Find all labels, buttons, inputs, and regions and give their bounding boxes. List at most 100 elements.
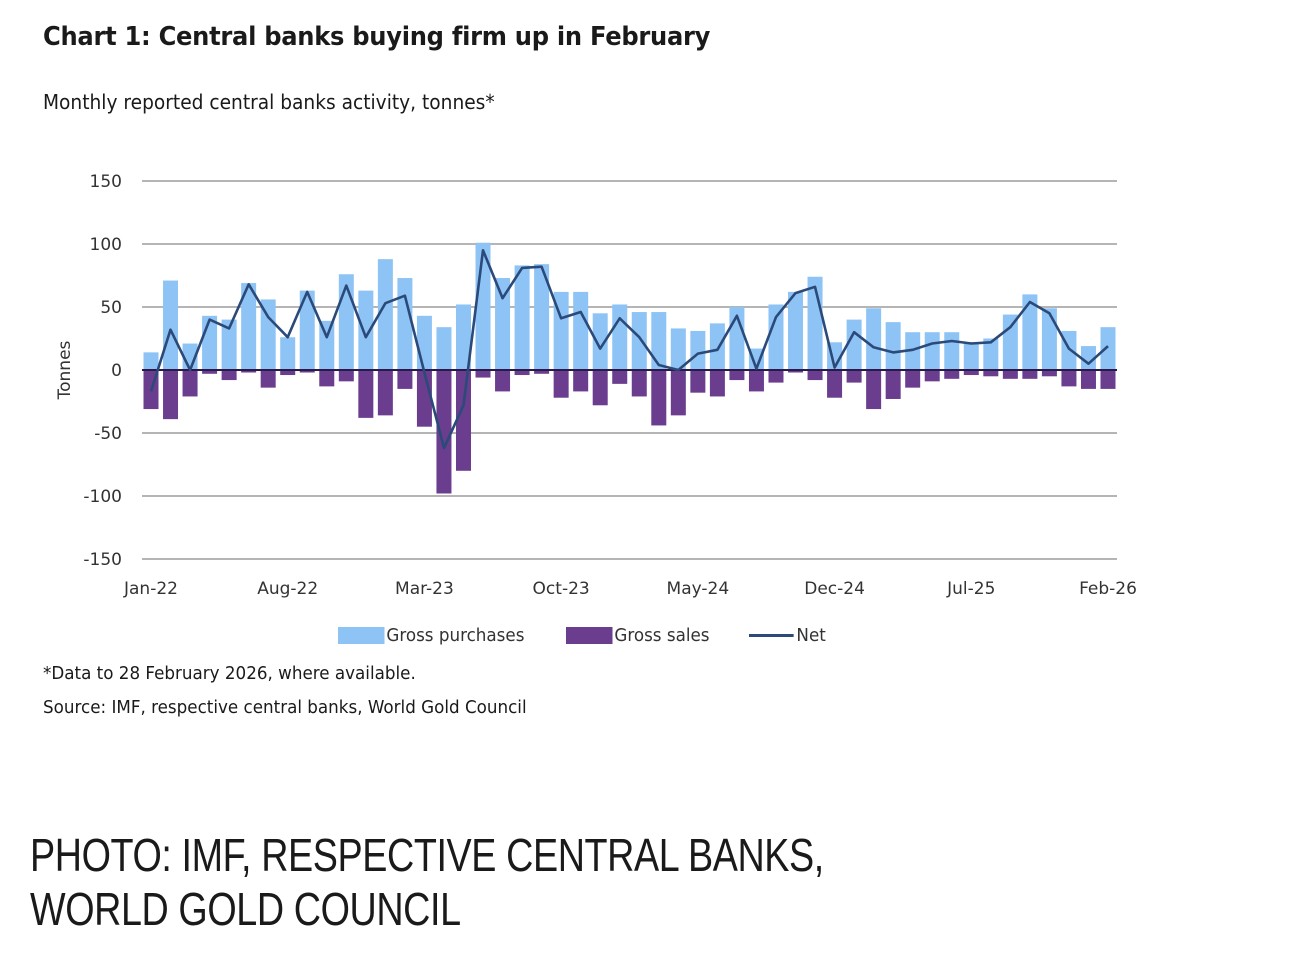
legend-label-gross-purchases: Gross purchases: [386, 624, 525, 646]
gross-sales-bar: [748, 370, 764, 392]
gross-sales-bar: [729, 370, 745, 381]
gross-sales-bar: [280, 370, 296, 376]
gross-purchases-bar: [280, 337, 296, 370]
gross-purchases-bar: [358, 290, 374, 370]
gross-purchases-bar: [690, 330, 706, 370]
gross-purchases-bar: [1080, 346, 1096, 370]
gross-purchases-bar: [202, 315, 218, 370]
gross-purchases-bar: [377, 259, 393, 370]
gross-purchases-bar: [612, 304, 628, 370]
gross-sales-bar: [377, 370, 393, 416]
gross-purchases-bar: [592, 313, 608, 370]
gross-sales-bar: [163, 370, 179, 420]
chart-title: Chart 1: Central banks buying firm up in…: [43, 22, 711, 52]
gross-purchases-bar: [788, 291, 804, 370]
y-tick-label: 150: [90, 172, 122, 192]
x-tick-label: Feb-26: [1079, 579, 1137, 599]
gross-purchases-bar: [319, 320, 335, 370]
gross-purchases-bar: [299, 290, 315, 370]
gross-sales-bar: [1080, 370, 1096, 389]
y-axis-ticks: 150 100 50 0 -50 -100 -150: [83, 172, 122, 570]
x-tick-label: May-24: [667, 579, 730, 599]
y-tick-label: 50: [100, 298, 122, 318]
gross-purchases-bars: [143, 242, 1116, 370]
gross-purchases-bar: [983, 338, 999, 370]
gross-purchases-bar: [573, 291, 589, 370]
x-tick-label: Dec-24: [804, 579, 865, 599]
gross-purchases-bar: [709, 323, 725, 370]
gross-sales-bar: [866, 370, 882, 410]
net-line: [149, 249, 1109, 450]
gross-sales-bar: [397, 370, 413, 389]
gross-purchases-bar: [1002, 314, 1018, 370]
legend-item-gross-sales: Gross sales: [566, 625, 710, 646]
gross-sales-bar: [573, 370, 589, 392]
gross-sales-bar: [475, 370, 491, 378]
gross-sales-bar: [202, 370, 218, 374]
gross-purchases-bar: [651, 312, 667, 370]
gross-purchases-bar: [143, 352, 159, 370]
gross-sales-bar: [514, 370, 530, 376]
gross-purchases-bar: [944, 332, 960, 370]
photo-credit: PHOTO: IMF, RESPECTIVE CENTRAL BANKS, WO…: [30, 829, 824, 935]
gross-sales-bar: [690, 370, 706, 393]
gross-purchases-bar: [534, 264, 550, 370]
y-axis-label: Tonnes: [55, 340, 75, 400]
gross-sales-bar: [709, 370, 725, 397]
gross-purchases-bar: [963, 342, 979, 370]
y-tick-label: -50: [94, 424, 122, 444]
y-tick-label: -100: [83, 487, 122, 507]
gross-sales-bar: [182, 370, 198, 397]
legend-item-gross-purchases: Gross purchases: [338, 625, 524, 646]
gross-sales-bars: [143, 370, 1116, 494]
gross-sales-bar: [358, 370, 374, 418]
gridlines: [142, 180, 1117, 560]
legend-label-net: Net: [796, 624, 826, 646]
legend-item-net: Net: [748, 624, 826, 646]
gross-sales-bar: [651, 370, 667, 426]
gross-purchases-bar: [1022, 294, 1038, 370]
y-tick-label: 0: [111, 361, 122, 381]
x-tick-label: Aug-22: [257, 579, 318, 599]
gross-sales-bar: [1022, 370, 1038, 379]
x-tick-label: Jul-25: [946, 579, 995, 599]
gross-sales-bar: [260, 370, 276, 388]
gross-sales-bar: [1061, 370, 1077, 387]
gross-sales-bar: [827, 370, 843, 398]
gross-purchases-bar: [163, 280, 179, 370]
gross-sales-bar: [436, 370, 452, 494]
gross-sales-bar: [241, 370, 257, 373]
chart-subtitle: Monthly reported central banks activity,…: [43, 90, 495, 114]
gross-sales-bar: [1002, 370, 1018, 379]
x-tick-label: Oct-23: [533, 579, 590, 599]
gross-purchases-bar: [768, 304, 784, 370]
y-tick-label: 100: [90, 235, 122, 255]
gross-purchases-bar: [514, 265, 530, 370]
gross-sales-bar: [983, 370, 999, 377]
legend-swatch-net: [748, 633, 794, 637]
net-line-series: [149, 249, 1109, 450]
gross-purchases-bar: [221, 319, 237, 370]
gross-sales-bar: [1041, 370, 1057, 377]
x-tick-label: Jan-22: [123, 579, 178, 599]
gross-sales-bar: [299, 370, 315, 373]
gross-sales-bar: [963, 370, 979, 376]
gross-purchases-bar: [846, 319, 862, 370]
gross-sales-bar: [553, 370, 569, 398]
legend-label-gross-sales: Gross sales: [614, 624, 710, 646]
chart-legend: Gross purchases Gross sales Net: [338, 624, 859, 646]
gross-sales-bar: [1100, 370, 1116, 389]
legend-swatch-gross-purchases: [338, 626, 385, 644]
gross-purchases-bar: [1041, 308, 1057, 370]
footnote: *Data to 28 February 2026, where availab…: [43, 663, 416, 684]
x-tick-label: Mar-23: [395, 579, 454, 599]
gross-sales-bar: [788, 370, 804, 373]
gross-sales-bar: [768, 370, 784, 383]
gross-sales-bar: [319, 370, 335, 387]
source-note: Source: IMF, respective central banks, W…: [43, 697, 527, 718]
gross-purchases-bar: [455, 304, 471, 370]
gross-purchases-bar: [866, 308, 882, 370]
gross-sales-bar: [221, 370, 237, 381]
gross-purchases-bar: [631, 312, 647, 370]
gross-purchases-bar: [397, 278, 413, 370]
